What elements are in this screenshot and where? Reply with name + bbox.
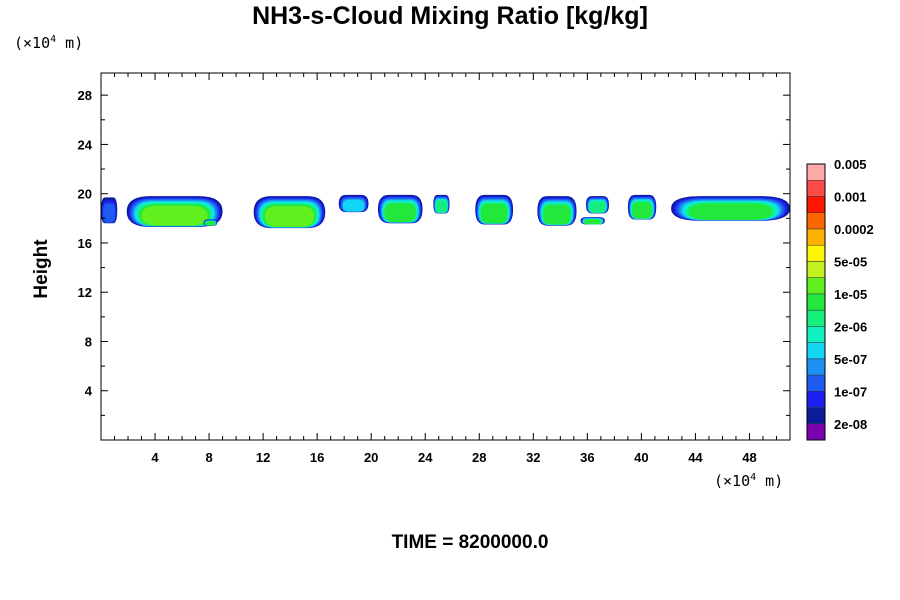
colorbar-swatch xyxy=(806,228,826,246)
colorbar-swatch xyxy=(806,326,826,343)
x-tick-label: 8 xyxy=(205,450,212,465)
x-unit-exponent: 4 xyxy=(750,472,757,483)
cloud-12-level-8 xyxy=(689,203,772,220)
y-unit-exponent: 4 xyxy=(50,34,57,45)
colorbar-swatch xyxy=(806,244,826,262)
cloud-3-level-9 xyxy=(264,206,315,227)
x-tick-label: 4 xyxy=(151,450,159,465)
plot-frame xyxy=(100,72,791,441)
x-tick-label: 20 xyxy=(364,450,378,465)
cloud-11-level-8 xyxy=(632,202,652,219)
x-tick-label: 32 xyxy=(526,450,540,465)
cloud-8-level-8 xyxy=(543,205,571,225)
cloud-10-level-8 xyxy=(584,219,602,225)
y-axis-unit: (×104 m) xyxy=(14,34,83,52)
colorbar-swatch xyxy=(806,309,826,327)
colorbar-swatch xyxy=(806,277,826,295)
colorbar-swatch xyxy=(806,342,826,360)
y-tick-label: 16 xyxy=(78,236,92,251)
cloud-6-level-7 xyxy=(435,200,448,213)
colorbar-label: 1e-07 xyxy=(834,384,867,399)
y-tick-label: 20 xyxy=(78,187,92,202)
y-tick-label: 12 xyxy=(78,285,92,300)
cloud-7-level-8 xyxy=(481,203,508,224)
colorbar-swatch xyxy=(806,196,826,213)
time-label: TIME = 8200000.0 xyxy=(391,532,549,553)
x-tick-label: 36 xyxy=(580,450,594,465)
cloud-2-level-8 xyxy=(205,221,216,226)
colorbar-swatch xyxy=(806,391,826,408)
colorbar-swatch xyxy=(806,407,826,425)
x-tick-label: 44 xyxy=(688,450,703,465)
cloud-0-level-3 xyxy=(102,203,116,223)
y-tick-label: 24 xyxy=(78,137,93,152)
colorbar-swatch xyxy=(806,293,826,311)
colorbar-swatch xyxy=(806,358,826,376)
chart-title: NH3-s-Cloud Mixing Ratio [kg/kg] xyxy=(252,2,648,30)
colorbar-label: 1e-05 xyxy=(834,287,867,302)
cloud-1-level-9 xyxy=(141,205,208,226)
colorbar-frame xyxy=(806,163,826,441)
colorbar-label: 5e-07 xyxy=(834,352,867,367)
colorbar-swatch xyxy=(806,261,826,278)
colorbar-label: 2e-06 xyxy=(834,319,867,334)
colorbar-label: 0.0002 xyxy=(834,222,874,237)
cloud-5-level-8 xyxy=(384,203,416,223)
colorbar-swatch xyxy=(806,163,826,181)
x-tick-label: 48 xyxy=(742,450,756,465)
x-tick-label: 24 xyxy=(418,450,433,465)
cloud-4-level-5 xyxy=(342,199,365,212)
x-tick-label: 28 xyxy=(472,450,486,465)
x-tick-label: 40 xyxy=(634,450,648,465)
y-tick-label: 8 xyxy=(85,334,92,349)
colorbar-label: 0.005 xyxy=(834,157,867,172)
colorbar-label: 0.001 xyxy=(834,189,867,204)
colorbar-swatch xyxy=(806,423,826,441)
cloud-9-level-7 xyxy=(589,201,606,213)
y-tick-label: 28 xyxy=(78,88,92,103)
colorbar-swatch xyxy=(806,212,826,230)
y-unit-tail: m) xyxy=(56,34,84,52)
colorbar-label: 2e-08 xyxy=(834,417,867,432)
y-tick-label: 4 xyxy=(85,384,93,399)
x-tick-label: 16 xyxy=(310,450,324,465)
colorbar-swatch xyxy=(806,374,826,392)
x-axis-unit: (×104 m) xyxy=(714,472,783,490)
x-tick-label: 12 xyxy=(256,450,270,465)
cloud-field xyxy=(101,194,790,229)
x-unit-base: (×10 xyxy=(714,472,751,490)
colorbar-label: 5e-05 xyxy=(834,254,867,269)
x-unit-tail: m) xyxy=(756,472,784,490)
colorbar-swatch xyxy=(806,179,826,197)
y-unit-base: (×10 xyxy=(14,34,51,52)
